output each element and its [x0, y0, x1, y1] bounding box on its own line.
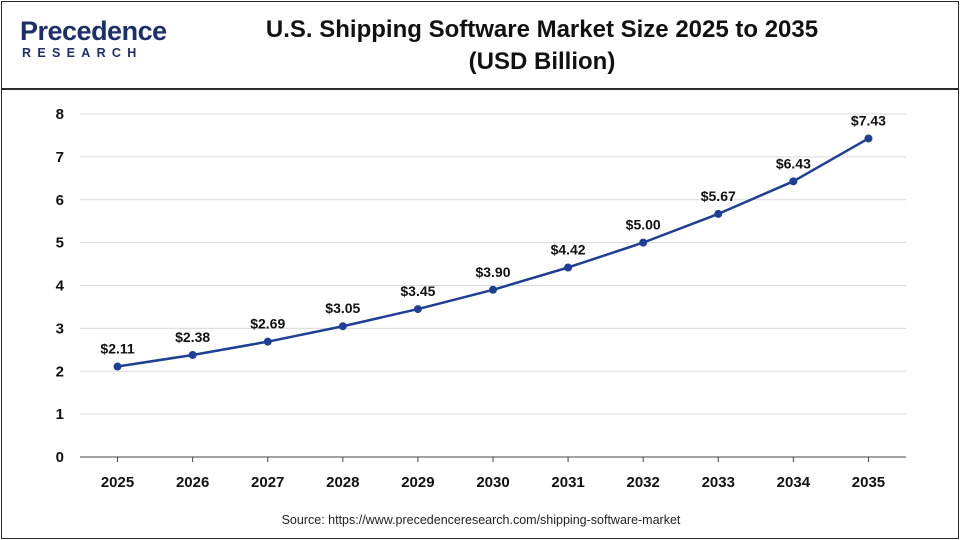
chart-title: U.S. Shipping Software Market Size 2025 … — [192, 14, 892, 78]
x-tick-label: 2032 — [626, 474, 659, 491]
data-point — [714, 209, 723, 218]
x-tick-label: 2034 — [777, 474, 811, 491]
x-tick-label: 2035 — [852, 474, 885, 491]
data-label: $5.67 — [701, 188, 736, 204]
y-tick-label: 1 — [56, 406, 64, 423]
data-point — [338, 322, 347, 331]
x-tick-label: 2029 — [401, 474, 434, 491]
x-tick-label: 2028 — [326, 474, 359, 491]
data-label: $2.38 — [175, 329, 210, 345]
data-point — [864, 134, 873, 143]
line-chart: 0 1 2 3 4 5 6 7 8 2025 2026 2027 2028 2029 2030 2031 203… — [56, 106, 906, 491]
data-label: $2.69 — [250, 316, 285, 332]
data-point — [789, 177, 798, 186]
data-label: $3.05 — [325, 300, 360, 316]
y-tick-label: 7 — [56, 149, 64, 166]
data-label: $3.45 — [400, 283, 435, 299]
data-label: $3.90 — [475, 264, 510, 280]
header: Precedence RESEARCH U.S. Shipping Softwa… — [2, 2, 958, 90]
y-tick-label: 5 — [56, 235, 64, 252]
y-tick-label: 0 — [56, 449, 64, 466]
x-tick-label: 2033 — [702, 474, 735, 491]
data-point — [564, 263, 573, 272]
data-point — [413, 305, 422, 314]
brand-logo: Precedence RESEARCH — [20, 16, 170, 66]
data-point — [188, 350, 197, 359]
source-note: Source: https://www.precedenceresearch.c… — [281, 513, 681, 527]
chart-title-line2: (USD Billion) — [468, 48, 616, 75]
data-point — [263, 337, 272, 346]
data-label: $4.42 — [551, 241, 586, 257]
x-tick-label: 2027 — [251, 474, 284, 491]
data-label: $7.43 — [851, 112, 886, 128]
chart-title-line1: U.S. Shipping Software Market Size 2025 … — [265, 16, 819, 43]
data-label: $5.00 — [626, 217, 661, 233]
logo-sub-text: RESEARCH — [22, 46, 143, 60]
data-point — [639, 238, 648, 247]
y-tick-label: 6 — [56, 192, 64, 209]
y-tick-label: 3 — [56, 320, 64, 337]
data-label: $2.11 — [100, 341, 134, 357]
logo-main-text: Precedence — [20, 16, 167, 46]
x-tick-label: 2026 — [176, 474, 209, 491]
data-point — [489, 285, 497, 294]
x-tick-label: 2030 — [476, 474, 509, 491]
series-line — [117, 137, 870, 368]
y-tick-label: 8 — [56, 106, 64, 123]
x-tick-label: 2031 — [551, 474, 584, 491]
y-tick-label: 2 — [56, 363, 64, 380]
data-point — [113, 362, 122, 371]
y-tick-label: 4 — [56, 278, 65, 295]
x-tick-label: 2025 — [101, 474, 134, 491]
data-label: $6.43 — [776, 155, 811, 171]
